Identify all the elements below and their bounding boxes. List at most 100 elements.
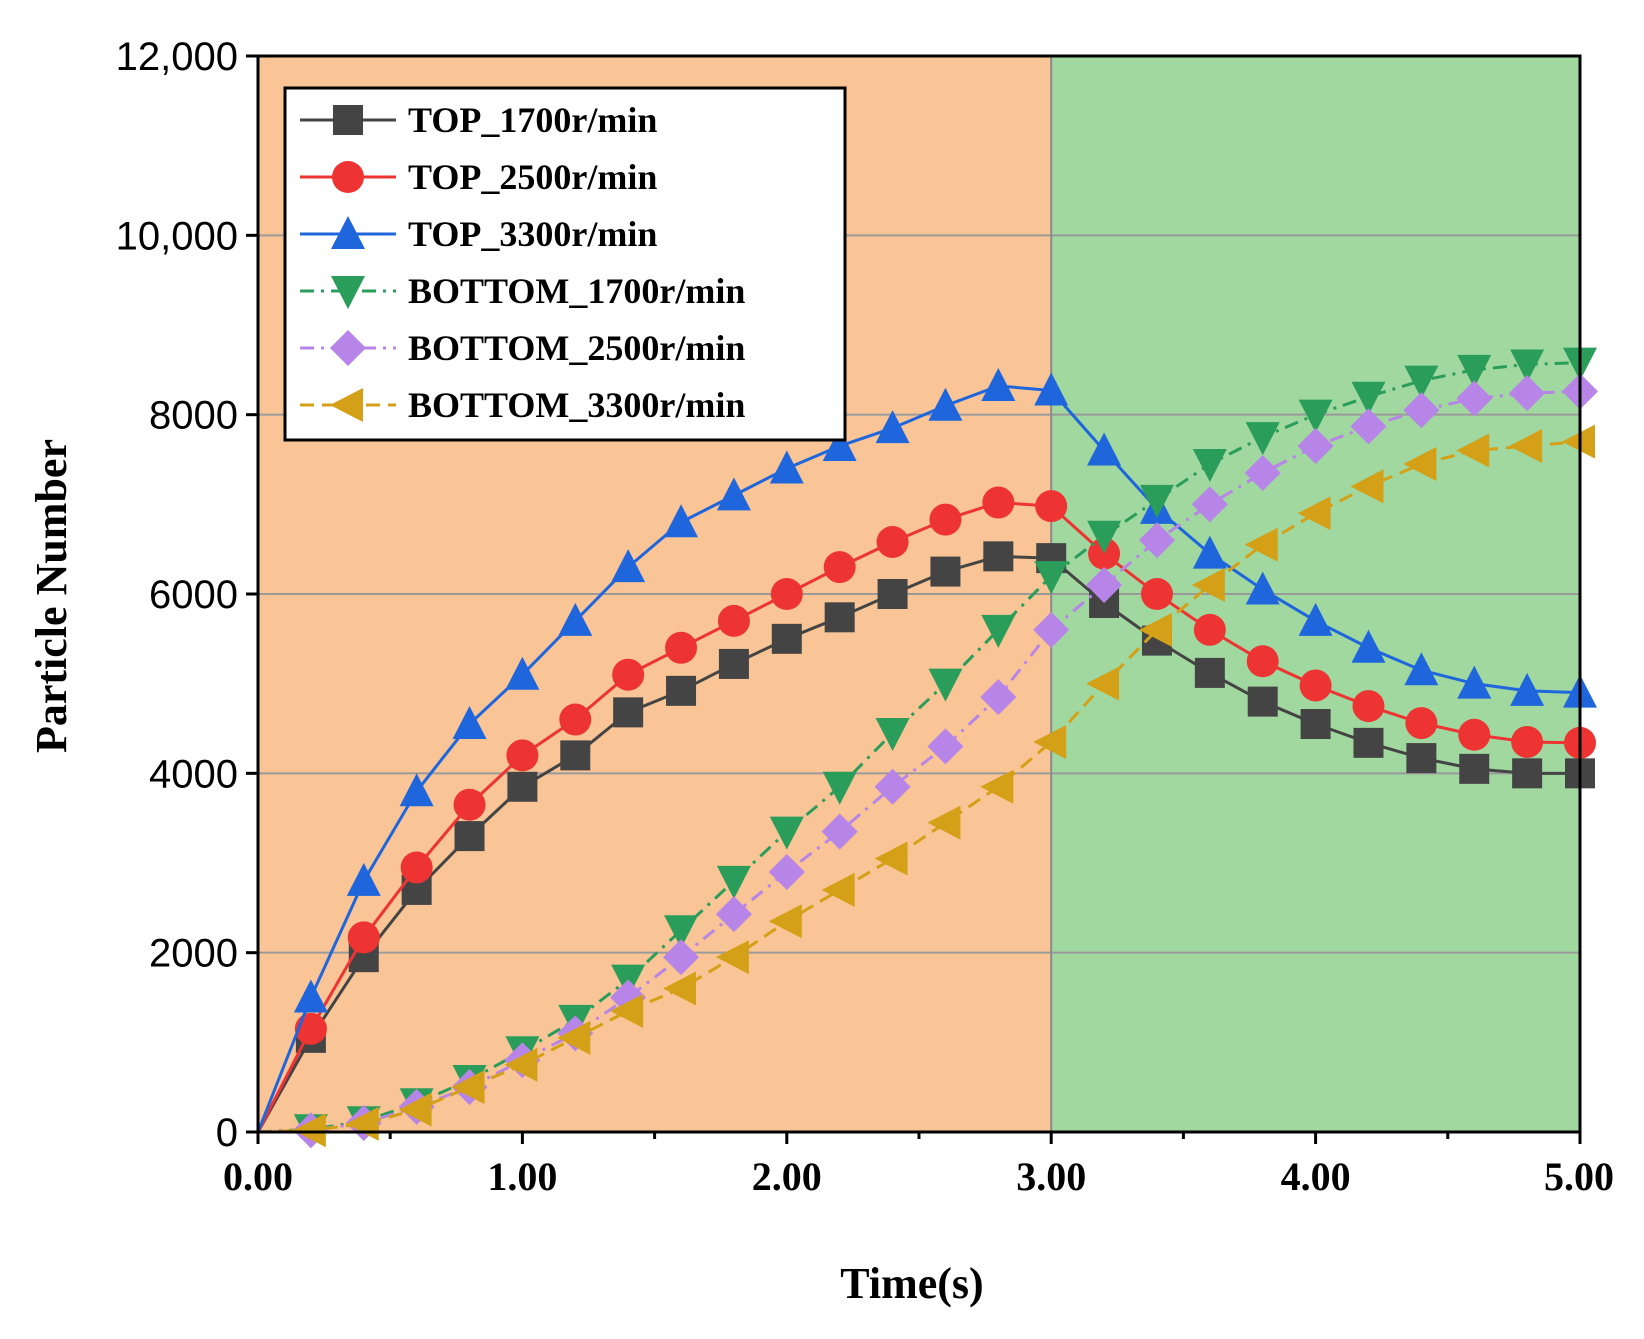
data-point [664,504,699,538]
data-point [821,813,858,850]
data-point [666,675,697,706]
data-point [1405,707,1438,740]
data-point [400,851,433,884]
data-point [717,604,750,637]
x-tick-label: 3.00 [1016,1154,1086,1199]
data-point [1510,672,1545,706]
legend-entry: TOP_3300r/min [300,214,657,254]
legend-label: TOP_1700r/min [408,100,657,140]
data-point [716,865,751,899]
data-point [663,971,697,1006]
data-point [559,703,592,736]
legend-label: BOTTOM_2500r/min [408,328,745,368]
data-point [1191,568,1225,603]
data-point [927,728,964,765]
data-point [824,602,855,633]
data-point [927,805,961,840]
data-point [454,821,485,852]
data-point [876,525,909,558]
data-point [507,771,538,802]
legend-marker [333,105,363,135]
data-point [982,486,1015,519]
axes [246,54,1582,1144]
data-point [928,668,963,702]
data-point [1140,578,1173,610]
data-point [1512,758,1543,789]
data-point [715,940,749,975]
legend-entry: BOTTOM_2500r/min [300,328,745,368]
data-point [1297,428,1334,465]
data-point [293,979,328,1013]
data-point [665,631,698,664]
data-point [875,717,910,751]
data-point [1403,392,1440,429]
data-point [292,1113,326,1148]
legend-entry: TOP_1700r/min [300,100,657,140]
y-tick-label: 8000 [149,394,238,438]
data-point [1457,354,1492,388]
data-point [610,993,644,1028]
legend-label: TOP_3300r/min [408,214,657,254]
data-point [980,679,1017,716]
data-point [822,428,857,462]
data-point [1300,709,1331,740]
data-point [1034,561,1069,595]
data-point [769,816,804,850]
data-point [1458,718,1491,751]
data-point [823,551,856,584]
x-tick-label: 4.00 [1281,1154,1351,1199]
data-point [1297,496,1331,531]
data-point [1244,454,1281,491]
data-point [1138,612,1172,647]
data-point [877,579,908,609]
data-point [1247,686,1278,717]
data-point [1406,743,1437,774]
data-point [1139,484,1174,518]
data-point [928,387,963,421]
y-tick-label: 10,000 [116,214,238,258]
y-tick-labels: 0 2000 4000 6000 8000 10,000 12,000 [116,35,238,1155]
data-point [874,841,908,876]
data-point [558,602,593,636]
y-tick-label: 4000 [149,752,238,796]
data-point [1192,448,1227,482]
data-point [1510,349,1545,383]
data-point [1350,469,1384,504]
data-point [1351,629,1386,663]
data-point [1298,602,1333,636]
data-point [1194,657,1225,688]
data-point [1509,429,1543,464]
data-point [822,771,857,805]
data-point [821,872,855,907]
data-point [1138,522,1175,559]
data-point [611,549,646,583]
data-point [504,1047,538,1082]
data-point [929,503,962,536]
data-point [453,788,486,821]
data-point [1086,567,1123,604]
y-tick-label: 12,000 [116,35,238,79]
data-point [1246,645,1279,678]
data-point [1404,652,1439,686]
data-point [1403,446,1437,481]
data-point [769,450,804,484]
data-point [346,862,381,896]
data-point [1033,611,1070,648]
data-point [981,614,1016,648]
data-point [1459,753,1490,784]
legend-marker [330,330,366,366]
data-point [980,769,1014,804]
data-point [1351,381,1386,415]
data-point [770,578,803,610]
data-point [1087,432,1122,466]
data-point [663,939,700,976]
x-tick-label: 1.00 [487,1154,557,1199]
x-tick-label: 5.00 [1544,1154,1614,1199]
data-point [983,541,1014,572]
data-point [716,477,751,511]
y-axis-label: Particle Number [27,439,76,753]
data-point [1192,535,1227,569]
data-point [1457,665,1492,699]
data-point [715,896,752,933]
series-bottom-3300r-min [257,424,1595,1148]
